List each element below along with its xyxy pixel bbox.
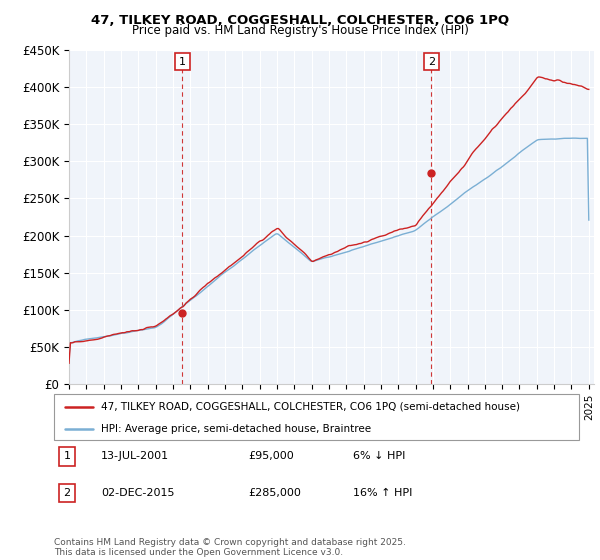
Text: 2: 2 xyxy=(428,57,435,67)
Text: 13-JUL-2001: 13-JUL-2001 xyxy=(101,451,169,461)
Text: 16% ↑ HPI: 16% ↑ HPI xyxy=(353,488,413,498)
Text: Price paid vs. HM Land Registry's House Price Index (HPI): Price paid vs. HM Land Registry's House … xyxy=(131,24,469,37)
Text: Contains HM Land Registry data © Crown copyright and database right 2025.
This d: Contains HM Land Registry data © Crown c… xyxy=(54,538,406,557)
Text: 6% ↓ HPI: 6% ↓ HPI xyxy=(353,451,406,461)
Text: £285,000: £285,000 xyxy=(248,488,301,498)
Text: 2: 2 xyxy=(64,488,71,498)
Text: 47, TILKEY ROAD, COGGESHALL, COLCHESTER, CO6 1PQ: 47, TILKEY ROAD, COGGESHALL, COLCHESTER,… xyxy=(91,14,509,27)
Text: 1: 1 xyxy=(64,451,71,461)
Text: 1: 1 xyxy=(179,57,186,67)
FancyBboxPatch shape xyxy=(54,394,579,440)
Text: HPI: Average price, semi-detached house, Braintree: HPI: Average price, semi-detached house,… xyxy=(101,424,371,435)
Text: £95,000: £95,000 xyxy=(248,451,294,461)
Text: 02-DEC-2015: 02-DEC-2015 xyxy=(101,488,175,498)
Text: 47, TILKEY ROAD, COGGESHALL, COLCHESTER, CO6 1PQ (semi-detached house): 47, TILKEY ROAD, COGGESHALL, COLCHESTER,… xyxy=(101,402,520,412)
